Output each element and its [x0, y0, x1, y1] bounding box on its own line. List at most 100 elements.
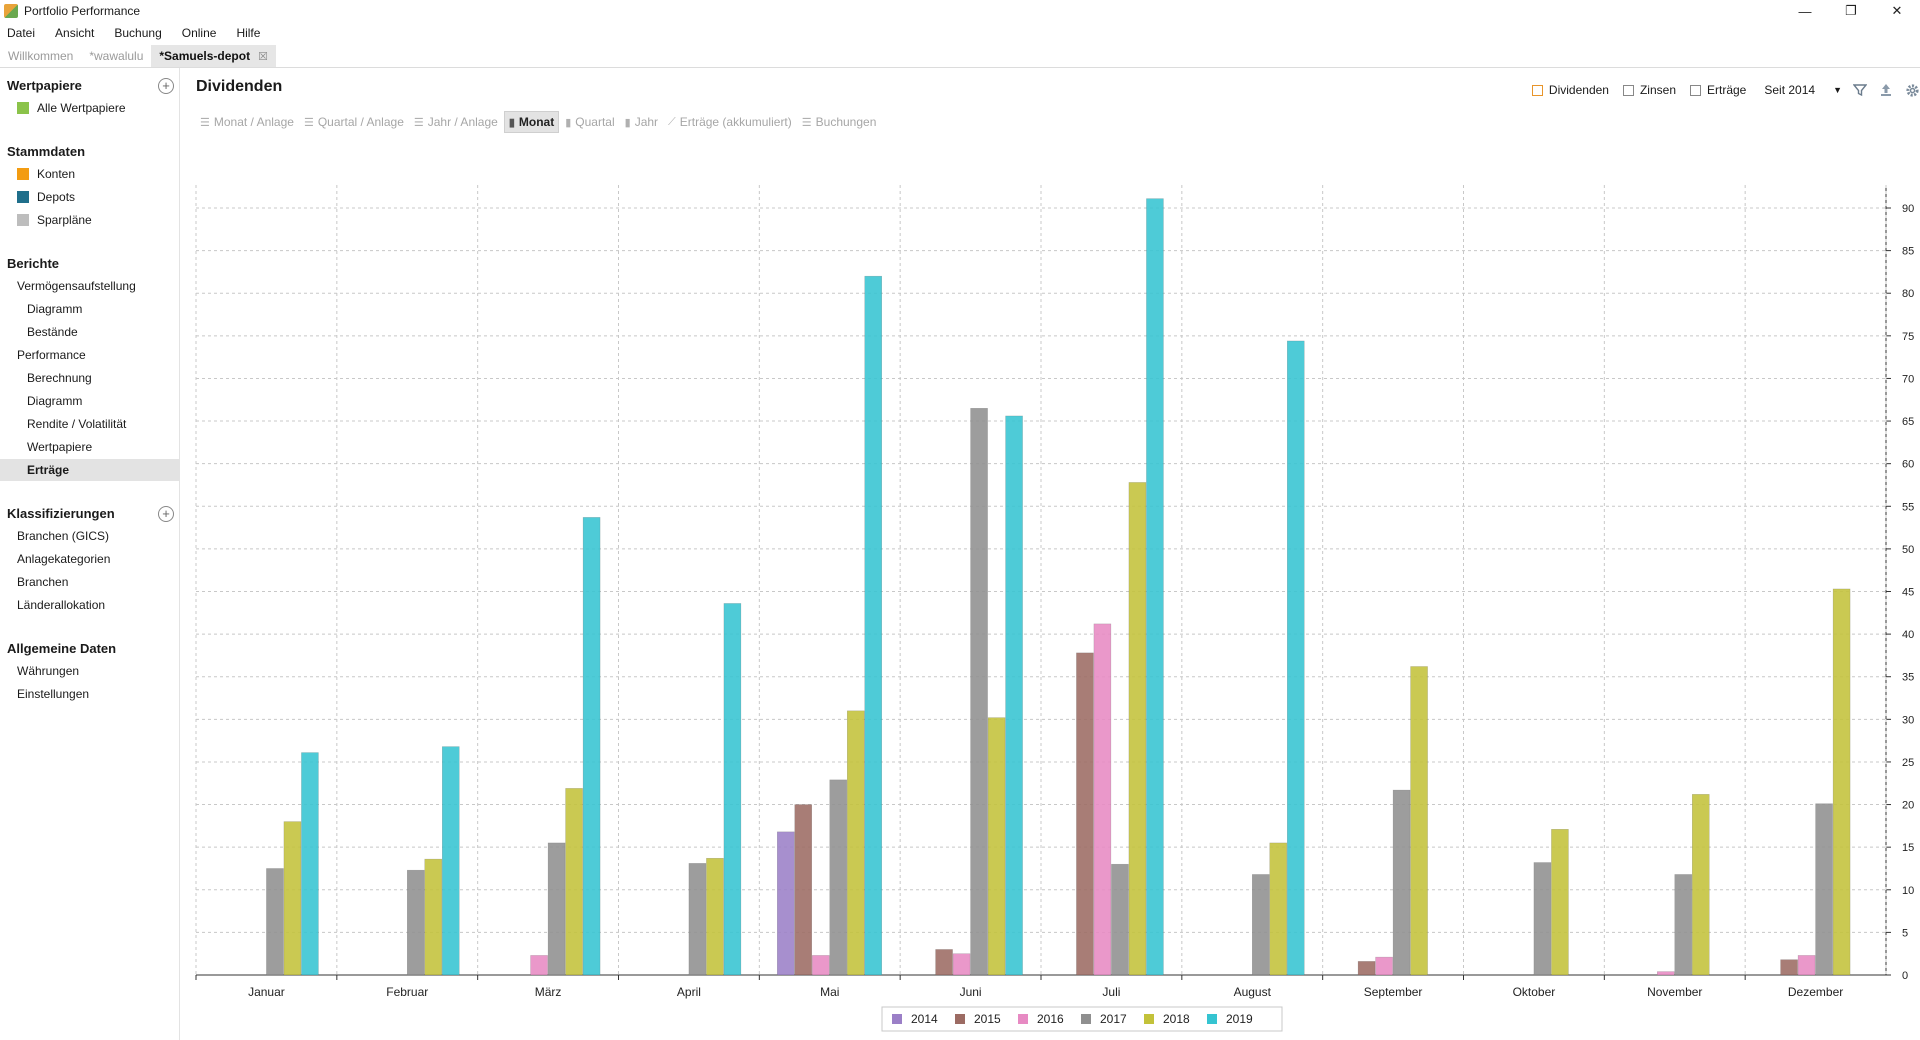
sidebar-item-depots[interactable]: Depots	[0, 186, 180, 208]
view-label: Buchungen	[815, 115, 877, 129]
view-monat[interactable]: ▮ Monat	[503, 111, 560, 133]
y-tick-label: 5	[1902, 927, 1908, 939]
maximize-button[interactable]: ❐	[1845, 3, 1857, 18]
list-icon: ☰	[801, 116, 812, 129]
x-tick-label: März	[535, 985, 562, 999]
legend-swatch	[1144, 1014, 1154, 1024]
sidebar-item-wertpapiere[interactable]: Wertpapiere	[27, 440, 93, 454]
view-monat-anlage[interactable]: ☰ Monat / Anlage	[196, 111, 298, 133]
sidebar-item-bestaende[interactable]: Bestände	[27, 325, 78, 339]
legend-label: 2017	[1100, 1012, 1127, 1026]
view-ertraege-akkumuliert[interactable]: ⟋ Erträge (akkumuliert)	[664, 111, 796, 133]
tab-close-icon[interactable]: ☒	[258, 50, 268, 63]
view-label: Quartal	[575, 115, 615, 129]
view-quartal-anlage[interactable]: ☰ Quartal / Anlage	[300, 111, 408, 133]
dividend-bar-chart: 0 5 10 15 20 25 30 35 40 45 50 55 60 65 70 75 80 85 90 Janu…	[195, 184, 1914, 1032]
sidebar-item-berechnung[interactable]: Berechnung	[27, 371, 92, 385]
tab-wawalulu[interactable]: *wawalulu	[89, 49, 144, 63]
minimize-button[interactable]: —	[1798, 3, 1812, 19]
bar-chart-icon: ▮	[565, 116, 572, 129]
sidebar-item-sparplaene[interactable]: Sparpläne	[0, 209, 180, 231]
chart-toolbar: Dividenden Zinsen Erträge Seit 2014 ▼	[1518, 80, 1920, 100]
add-icon[interactable]: +	[158, 78, 174, 94]
export-icon[interactable]	[1878, 82, 1894, 98]
bar-chart-icon: ▮	[508, 116, 515, 129]
filter-icon[interactable]	[1852, 82, 1868, 98]
x-tick-label: Juni	[960, 985, 982, 999]
bar	[829, 779, 847, 976]
view-jahr-anlage[interactable]: ☰ Jahr / Anlage	[410, 111, 502, 133]
sidebar-item-anlagekategorien[interactable]: Anlagekategorien	[17, 552, 111, 566]
menu-bar: Datei Ansicht Buchung Online Hilfe	[0, 22, 1920, 44]
filter-ertraege-checkbox[interactable]: Erträge	[1690, 83, 1746, 97]
section-klassifizierungen: Klassifizierungen	[7, 506, 115, 521]
sidebar-item-laenderallokation[interactable]: Länderallokation	[17, 598, 106, 612]
filter-dividenden-checkbox[interactable]: Dividenden	[1531, 83, 1609, 97]
bar	[1252, 874, 1270, 976]
sidebar-item-einstellungen[interactable]: Einstellungen	[17, 687, 90, 701]
menu-ansicht[interactable]: Ansicht	[55, 26, 95, 40]
sidebar-item-vermoegensaufstellung[interactable]: Vermögensaufstellung	[17, 279, 136, 293]
sidebar: Wertpapiere + Alle Wertpapiere Stammdate…	[0, 68, 180, 1040]
checkbox-icon	[1622, 84, 1634, 96]
editor-tabs: Willkommen *wawalulu *Samuels-depot ☒	[0, 44, 1920, 68]
security-icon	[17, 102, 29, 114]
sidebar-item-branchen-gics[interactable]: Branchen (GICS)	[17, 529, 110, 543]
tab-label: *Samuels-depot	[159, 49, 251, 63]
legend-swatch	[1018, 1014, 1028, 1024]
x-tick-label: Mai	[820, 985, 839, 999]
view-jahr[interactable]: ▮ Jahr	[621, 111, 662, 133]
view-label: Monat	[518, 115, 555, 129]
section-stammdaten: Stammdaten	[7, 144, 86, 159]
view-switcher: ☰ Monat / Anlage ☰ Quartal / Anlage ☰ Jahr …	[196, 111, 882, 133]
sidebar-item-performance-diagramm[interactable]: Diagramm	[27, 394, 83, 408]
view-label: Jahr	[634, 115, 659, 129]
y-tick-label: 90	[1902, 203, 1914, 215]
sidebar-item-label: Depots	[37, 190, 76, 204]
sidebar-item-label: Konten	[37, 167, 76, 181]
bar	[1815, 803, 1833, 976]
view-label: Jahr / Anlage	[427, 115, 498, 129]
bar	[1128, 482, 1147, 976]
close-button[interactable]: ✕	[1891, 3, 1903, 18]
add-icon[interactable]: +	[158, 506, 174, 522]
bar	[864, 275, 882, 976]
sidebar-item-branchen[interactable]: Branchen	[17, 575, 69, 589]
sidebar-item-konten[interactable]: Konten	[0, 163, 180, 185]
view-label: Monat / Anlage	[213, 115, 294, 129]
bar	[1375, 956, 1393, 976]
sidebar-item-alle-wertpapiere[interactable]: Alle Wertpapiere	[0, 97, 180, 119]
section-allgemeine-daten: Allgemeine Daten	[7, 641, 117, 656]
x-tick-label: August	[1234, 985, 1272, 999]
filter-zinsen-checkbox[interactable]: Zinsen	[1622, 83, 1676, 97]
sidebar-item-waehrungen[interactable]: Währungen	[17, 664, 80, 678]
view-buchungen[interactable]: ☰ Buchungen	[798, 111, 881, 133]
y-tick-label: 25	[1902, 757, 1914, 769]
title-bar: Portfolio Performance — ❐ ✕	[0, 0, 1920, 22]
portfolio-icon	[17, 191, 29, 203]
bar	[1093, 623, 1112, 976]
sidebar-item-ertraege[interactable]: Erträge	[0, 459, 180, 481]
tab-willkommen[interactable]: Willkommen	[8, 49, 74, 63]
list-icon: ☰	[200, 116, 210, 129]
gear-icon[interactable]	[1904, 82, 1920, 98]
account-icon	[17, 168, 29, 180]
bar	[1111, 863, 1129, 976]
menu-hilfe[interactable]: Hilfe	[236, 26, 261, 40]
legend-label: 2014	[911, 1012, 938, 1026]
y-tick-label: 75	[1902, 331, 1914, 343]
sidebar-item-performance[interactable]: Performance	[17, 348, 86, 362]
bar	[812, 955, 830, 976]
period-dropdown[interactable]: Seit 2014 ▼	[1764, 83, 1842, 97]
bar	[723, 603, 742, 976]
menu-buchung[interactable]: Buchung	[114, 26, 162, 40]
tab-samuels-depot[interactable]: *Samuels-depot ☒	[151, 45, 276, 67]
bar	[565, 788, 583, 976]
sidebar-item-rendite-volatilitaet[interactable]: Rendite / Volatilität	[27, 417, 127, 431]
view-quartal[interactable]: ▮ Quartal	[561, 111, 618, 133]
sidebar-item-diagramm[interactable]: Diagramm	[27, 302, 83, 316]
menu-datei[interactable]: Datei	[7, 26, 36, 40]
bar	[1657, 971, 1675, 976]
checkbox-label: Zinsen	[1639, 83, 1676, 97]
menu-online[interactable]: Online	[181, 26, 217, 40]
